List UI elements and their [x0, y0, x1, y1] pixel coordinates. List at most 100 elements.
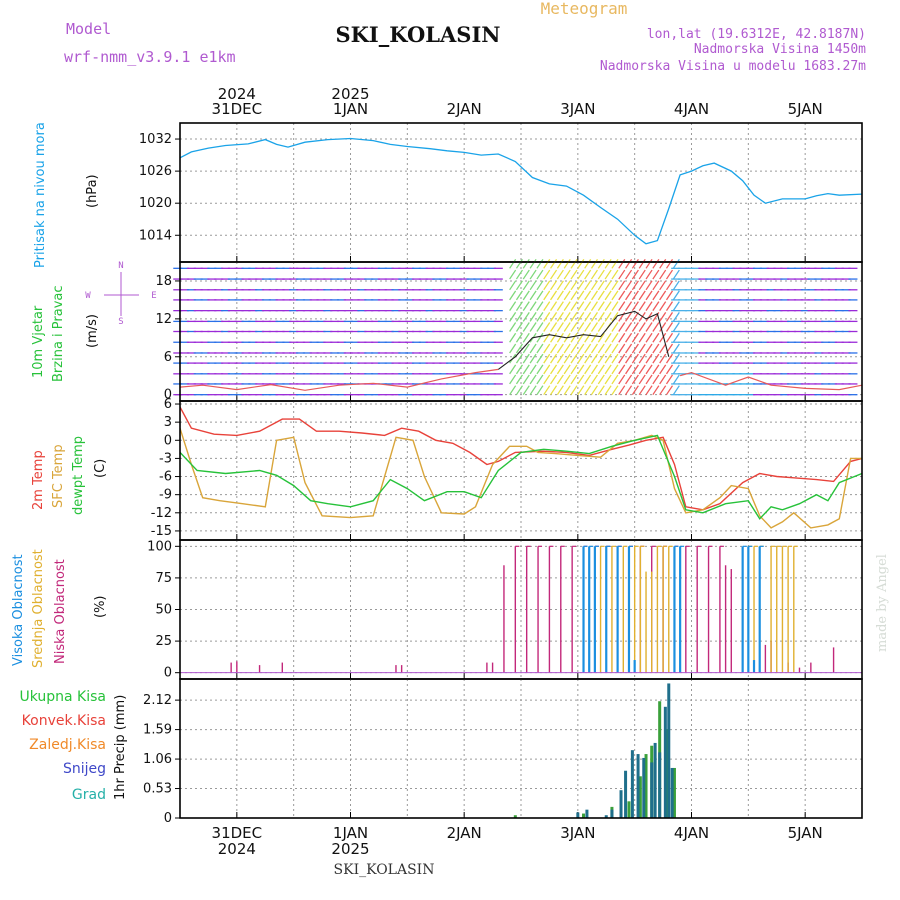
wind-arrow: [659, 322, 667, 332]
y-tick-label: -6: [159, 470, 172, 485]
wind-arrow: [631, 353, 639, 364]
wind-arrow: [618, 301, 626, 312]
wind-arrow: [577, 364, 585, 375]
wind-arrow: [665, 385, 674, 396]
wind-arrow: [665, 301, 674, 312]
wind-arrow: [515, 353, 523, 364]
wind-arrow: [577, 353, 585, 364]
wind-arrow: [604, 312, 612, 322]
wind-arrow: [645, 343, 653, 354]
wind-arrow: [577, 385, 585, 396]
wind-arrow: [645, 269, 653, 280]
wind-arrow: [550, 353, 558, 364]
wind-arrow: [536, 258, 544, 269]
wind-arrow: [604, 343, 612, 354]
wind-label-2: Brzina i Pravac: [51, 285, 66, 382]
y-tick-label: 100: [147, 539, 172, 554]
wind-arrow: [522, 374, 530, 385]
wind-arrow: [604, 301, 612, 312]
wind-arrow: [543, 385, 551, 396]
snow-precip-bar: [630, 750, 634, 818]
snow-precip-bar: [624, 770, 628, 818]
wind-arrow: [543, 269, 551, 280]
wind-arrow: [570, 290, 578, 301]
wind-arrow: [522, 290, 530, 301]
wind-arrow: [543, 374, 551, 385]
wind-speed-low-line-2: [679, 371, 863, 391]
wind-arrow: [556, 374, 564, 385]
wind-arrow: [563, 312, 571, 322]
wind-arrow: [638, 269, 646, 280]
wind-arrow: [543, 280, 551, 291]
wind-arrow: [556, 385, 564, 396]
y-tick-label: 1.59: [143, 723, 172, 738]
wind-arrow: [638, 364, 646, 375]
compass-n: N: [118, 261, 123, 271]
wind-arrow: [659, 301, 667, 312]
wind-arrow: [584, 353, 592, 364]
pressure-side-labels: Pritisak na nivou mora (hPa): [33, 122, 100, 268]
wind-arrow: [529, 312, 537, 322]
wind-arrow: [625, 353, 633, 364]
wind-arrow: [638, 332, 646, 343]
cloud-unit: (%): [93, 596, 108, 619]
wind-arrow: [618, 353, 626, 364]
wind-arrow: [509, 322, 517, 332]
high-cloud-label: Visoka Oblacnost: [11, 554, 26, 666]
wind-arrow: [645, 374, 653, 385]
snow-precip-bar: [604, 815, 608, 818]
wind-arrow: [672, 343, 680, 354]
y-tick-label: -12: [151, 506, 172, 521]
wind-arrow: [631, 301, 639, 312]
wind-arrow: [509, 332, 517, 343]
wind-arrow: [672, 364, 680, 375]
wind-arrow: [563, 322, 571, 332]
wind-arrow: [529, 322, 537, 332]
wind-arrow: [570, 269, 578, 280]
wind-arrow: [645, 280, 653, 291]
wind-arrow: [529, 269, 537, 280]
wind-arrow: [672, 312, 680, 322]
wind-arrow: [577, 269, 585, 280]
wind-arrow: [529, 290, 537, 301]
wind-arrow: [665, 258, 674, 269]
wind-arrow: [618, 374, 626, 385]
wind-arrow: [590, 385, 599, 396]
wind-arrow: [536, 322, 544, 332]
frz-precip-label: Zaledj.Kisa: [29, 737, 106, 753]
wind-arrow: [522, 343, 530, 354]
wind-arrow: [604, 280, 612, 291]
wind-arrow: [570, 343, 578, 354]
wind-arrow: [522, 269, 530, 280]
wind-arrow: [659, 332, 667, 343]
wind-arrow: [509, 269, 517, 280]
conv-precip-label: Konvek.Kisa: [22, 713, 106, 729]
wind-arrow: [597, 364, 605, 375]
wind-arrow: [515, 364, 523, 375]
wind-arrow: [543, 301, 551, 312]
wind-arrow: [672, 258, 680, 269]
wind-arrow: [645, 258, 653, 269]
wind-arrow: [515, 269, 523, 280]
total-precip-bar: [644, 754, 648, 818]
wind-arrow: [550, 269, 558, 280]
wind-arrow: [611, 343, 619, 354]
wind-arrow: [611, 385, 619, 396]
lonlat-text: lon,lat (19.6312E, 42.8187N): [647, 27, 866, 42]
total-precip-bar: [672, 767, 676, 818]
credit-text: made by Angel: [875, 554, 890, 652]
bottom-day-label: 4JAN: [674, 824, 709, 842]
wind-arrow: [570, 280, 578, 291]
wind-arrow: [618, 343, 626, 354]
wind-arrow: [625, 385, 633, 396]
wind-arrow: [659, 258, 667, 269]
wind-arrow: [631, 312, 639, 322]
wind-arrow: [604, 290, 612, 301]
wind-arrow: [604, 374, 612, 385]
wind-arrow: [611, 312, 619, 322]
wind-arrow: [625, 343, 633, 354]
wind-arrow: [543, 364, 551, 375]
y-tick-label: -15: [151, 524, 172, 539]
wind-arrow: [590, 290, 599, 301]
wind-arrow: [509, 364, 517, 375]
